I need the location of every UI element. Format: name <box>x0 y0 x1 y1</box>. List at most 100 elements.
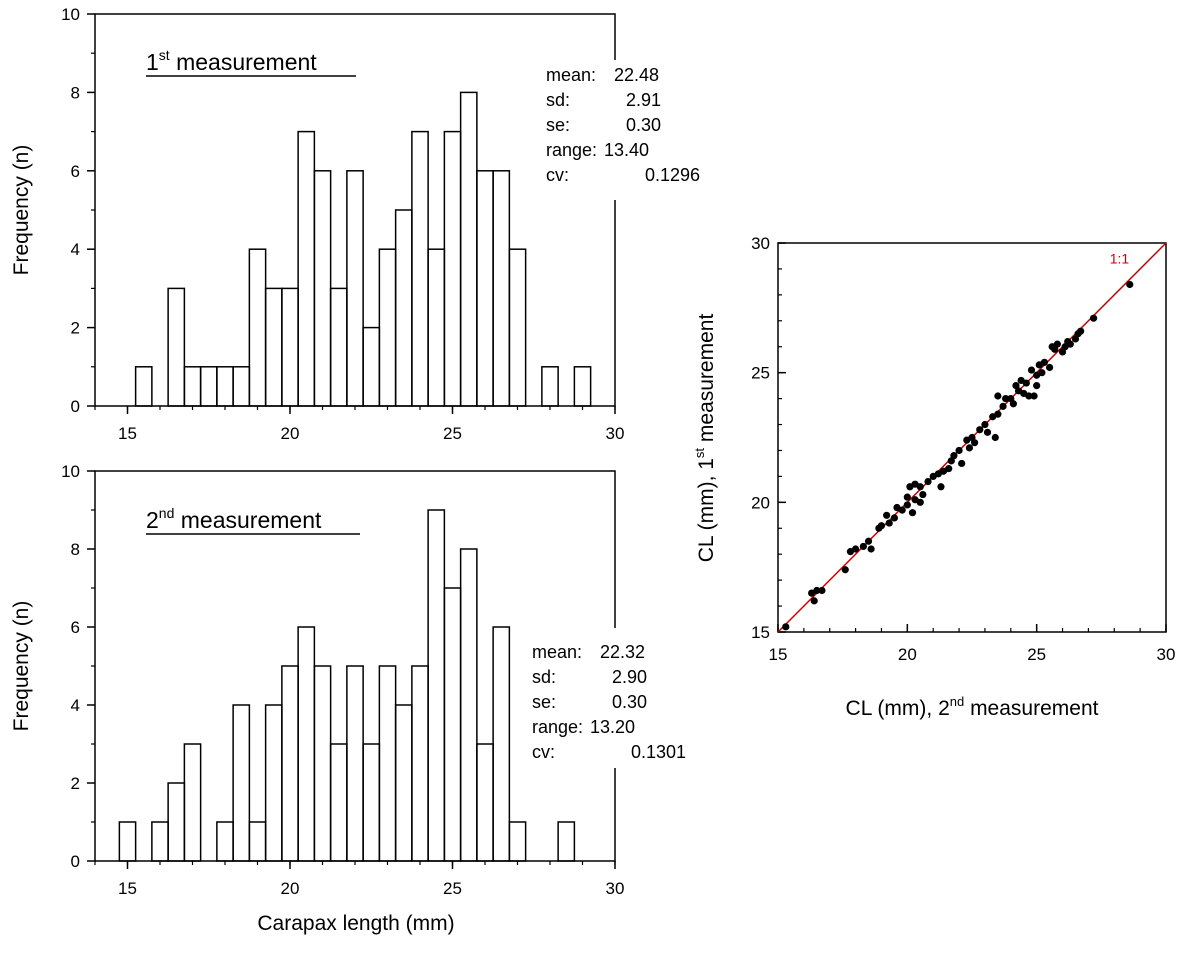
scatter-point <box>976 426 984 434</box>
histogram-axes: 15 20 25 30 0 2 4 6 8 10 Frequency (n) <box>10 462 624 898</box>
y-tick-label: 2 <box>71 319 80 338</box>
svg-text:range:13.40: range: 13.40 <box>546 140 649 160</box>
scatter-point <box>813 586 821 595</box>
y-axis-label: CL (mm), 1st measurement <box>692 314 718 563</box>
scatter-point <box>852 545 860 553</box>
stat-cv-label: cv: <box>532 742 555 762</box>
scatter-point <box>955 446 963 455</box>
scatter-point <box>810 597 818 605</box>
stats-box: mean: 22.48 sd: 2.91 se: 0.30 range: 13.40 c… <box>546 65 700 185</box>
stat-mean-value: 22.32 <box>600 642 645 662</box>
svg-text:1st measurement: 1st measurement <box>146 47 317 75</box>
scatter-point <box>841 566 849 574</box>
histogram-bar <box>459 91 478 407</box>
histogram-bar <box>232 704 251 862</box>
stat-cv-label: cv: <box>546 165 569 185</box>
histogram-bar <box>573 366 592 407</box>
panel-title: 2nd measurement <box>146 505 360 535</box>
stats-box-background <box>530 628 712 768</box>
stat-cv-value: 0.1296 <box>645 165 700 185</box>
histogram-bar <box>411 130 429 407</box>
title-rest: measurement <box>174 507 322 533</box>
stat-cv-value: 0.1301 <box>631 742 686 762</box>
svg-text:2nd measurement: 2nd measurement <box>146 505 322 533</box>
scatter-point <box>983 428 992 436</box>
y-axis-label-superscript: st <box>692 448 707 459</box>
scatter-point <box>1009 400 1017 408</box>
scatter-point <box>1027 366 1036 374</box>
scatter-point <box>1053 340 1061 348</box>
histogram-bar <box>346 665 364 862</box>
x-axis-label-main: CL (mm), 2 <box>846 697 950 720</box>
scatter-point <box>782 623 790 631</box>
histogram-bar <box>411 665 429 862</box>
scatter-point <box>1089 314 1098 322</box>
histogram-bar <box>313 170 332 407</box>
scatter-point <box>883 511 891 519</box>
y-tick-label: 15 <box>751 623 770 642</box>
y-axis-label: Frequency (n) <box>10 145 33 276</box>
scatter-point <box>981 420 989 429</box>
histogram-bar <box>443 587 462 862</box>
histogram-bar <box>264 287 283 407</box>
stat-mean-value: 22.48 <box>614 65 659 85</box>
scatter-point <box>908 509 917 517</box>
scatter-point <box>1038 369 1046 377</box>
histogram-bar <box>199 366 218 407</box>
scatter-point <box>867 545 875 553</box>
svg-text:se:0.30: se: 0.30 <box>546 115 661 135</box>
y-tick-label: 4 <box>71 696 80 715</box>
histogram-bar <box>557 821 576 862</box>
svg-text:range:13.20: range: 13.20 <box>532 717 635 737</box>
stat-sd-value: 2.91 <box>626 90 661 110</box>
histogram-bar <box>541 366 559 407</box>
y-tick-label: 8 <box>71 83 80 102</box>
scatter-point <box>864 537 873 545</box>
x-tick-label: 20 <box>281 879 300 898</box>
scatter-point <box>1077 327 1085 335</box>
y-tick-label: 10 <box>61 462 80 481</box>
histogram-1st-measurement: 15 20 25 30 0 2 4 6 8 10 Frequency (n) 1st measure… <box>10 5 712 443</box>
stats-box: mean: 22.32 sd: 2.90 se: 0.30 range: 13.20 c… <box>532 642 686 762</box>
histogram-bar <box>346 170 364 407</box>
histogram-bar <box>167 782 186 862</box>
scatter-point <box>999 402 1007 410</box>
y-tick-label: 10 <box>61 5 80 24</box>
scatter-point <box>919 490 927 499</box>
y-axis-label: Frequency (n) <box>10 601 33 732</box>
stat-sd-label: sd: <box>546 90 570 110</box>
x-axis-label-superscript: nd <box>950 694 964 709</box>
stat-range-value: 13.20 <box>590 717 635 737</box>
svg-text:cv:0.1296: cv: 0.1296 <box>546 165 700 185</box>
histogram-bar <box>394 704 413 862</box>
scatter-point <box>937 483 945 491</box>
y-tick-label: 8 <box>71 540 80 559</box>
histogram-bar <box>183 366 202 407</box>
scatter-point <box>945 465 953 473</box>
histogram-bar <box>281 665 299 862</box>
scatter-point <box>1046 363 1054 372</box>
title-rest: measurement <box>170 49 318 75</box>
y-tick-label: 25 <box>751 364 770 383</box>
histogram-bar <box>297 130 316 407</box>
histogram-bar <box>362 326 381 407</box>
stat-range-label: range: <box>532 717 583 737</box>
histogram-bar <box>508 821 527 862</box>
histogram-bar <box>443 130 462 407</box>
scatter-point <box>1040 358 1049 366</box>
scatter-point <box>991 433 999 442</box>
histogram-bar <box>216 366 234 407</box>
svg-text:mean:22.48: mean: 22.48 <box>546 65 659 85</box>
histogram-bar <box>118 821 137 862</box>
scatter-point <box>818 586 826 595</box>
scatter-point <box>1066 340 1074 348</box>
x-axis-label: CL (mm), 2nd measurement <box>846 694 1099 720</box>
histogram-bar <box>427 509 446 862</box>
svg-text:mean:22.32: mean: 22.32 <box>532 642 645 662</box>
stat-se-value: 0.30 <box>626 115 661 135</box>
scatter-point <box>877 522 886 530</box>
x-tick-label: 30 <box>1157 645 1176 664</box>
scatter-point <box>885 519 893 527</box>
histogram-bar <box>378 248 397 407</box>
